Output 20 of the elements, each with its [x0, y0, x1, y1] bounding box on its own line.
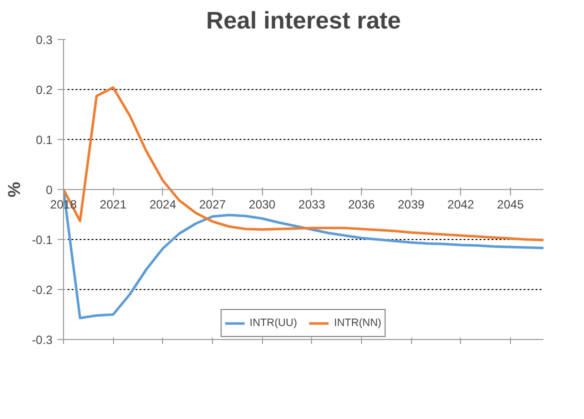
x-tick-label: 2021 [100, 198, 127, 212]
x-tick-label: 2039 [398, 198, 425, 212]
y-tick-label: -0.2 [32, 283, 53, 297]
y-tick-label: 0.2 [36, 83, 53, 97]
legend-label: INTR(NN) [334, 317, 382, 329]
x-tick-label: 2045 [497, 198, 524, 212]
y-tick-label: 0 [46, 183, 53, 197]
x-tick-label: 2033 [298, 198, 326, 212]
x-tick-label: 2024 [149, 198, 176, 212]
y-tick-label: 0.3 [36, 33, 53, 47]
chart-title: Real interest rate [206, 8, 401, 34]
x-tick-label: 2030 [248, 198, 276, 212]
y-axis-title: % [4, 182, 24, 198]
x-tick-label: 2042 [447, 198, 474, 212]
y-tick-label: 0.1 [36, 133, 53, 147]
x-tick-label: 2027 [199, 198, 226, 212]
x-tick-label: 2036 [348, 198, 376, 212]
legend-label: INTR(UU) [250, 317, 297, 329]
y-tick-label: -0.1 [32, 233, 53, 247]
y-tick-label: -0.3 [32, 333, 53, 347]
